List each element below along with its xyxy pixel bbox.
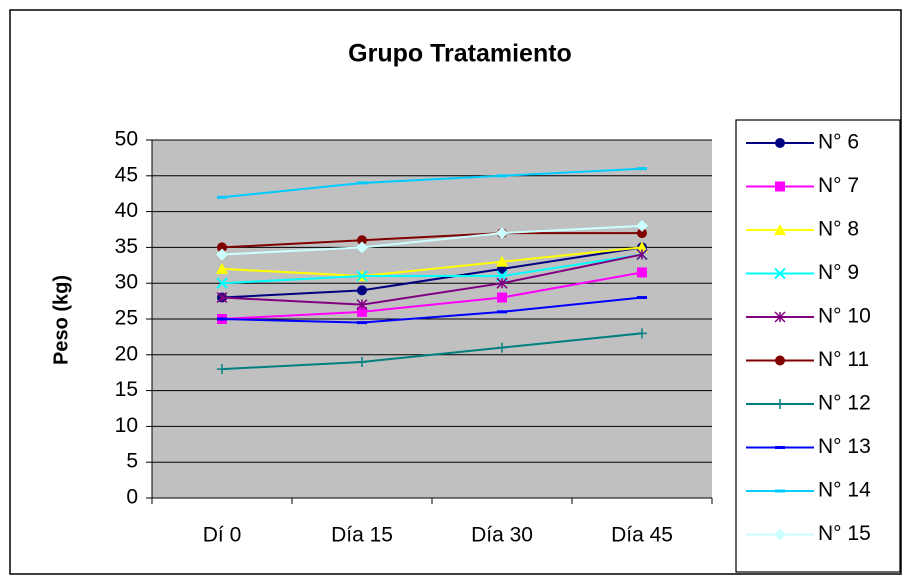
y-tick-label: 20 <box>115 342 138 365</box>
legend-label: N° 12 <box>818 392 871 415</box>
marker <box>216 277 228 289</box>
marker <box>216 248 228 261</box>
marker <box>217 242 227 253</box>
series-line <box>221 167 643 199</box>
marker <box>356 241 368 254</box>
marker <box>775 355 785 366</box>
series-line <box>221 232 642 249</box>
marker <box>497 310 507 314</box>
marker <box>497 292 507 303</box>
y-tick-label: 50 <box>115 128 138 151</box>
series-line <box>221 271 643 320</box>
y-tick-label: 25 <box>115 307 138 330</box>
marker <box>217 364 227 375</box>
marker <box>775 181 785 192</box>
y-tick-label: 30 <box>115 271 138 294</box>
marker <box>216 262 228 274</box>
marker <box>774 224 786 235</box>
legend-label: N° 15 <box>818 522 871 545</box>
y-tick-label: 10 <box>115 414 138 437</box>
legend-label: N° 11 <box>818 348 869 371</box>
marker <box>637 267 647 278</box>
marker <box>774 311 786 323</box>
y-tick-label: 0 <box>126 486 138 509</box>
x-tick-label: Día 30 <box>471 524 533 547</box>
x-tick-label: Dí 0 <box>203 524 242 547</box>
legend-label: N° 6 <box>818 131 859 154</box>
legend-label: N° 9 <box>818 261 859 284</box>
y-tick-label: 40 <box>115 199 138 222</box>
marker <box>775 399 785 409</box>
marker <box>356 270 368 282</box>
marker <box>774 267 786 280</box>
marker <box>497 342 507 353</box>
marker <box>636 219 648 232</box>
chart-title: Grupo Tratamiento <box>348 40 572 68</box>
marker <box>357 235 367 246</box>
series-line <box>221 246 643 278</box>
x-tick-label: Día 15 <box>331 524 393 547</box>
marker <box>775 489 785 493</box>
marker <box>357 356 367 367</box>
marker <box>357 285 367 296</box>
marker <box>637 296 647 300</box>
y-tick-label: 15 <box>115 378 138 401</box>
y-tick-label: 5 <box>126 450 138 473</box>
legend <box>735 119 901 573</box>
marker <box>636 249 648 261</box>
legend-label: N° 8 <box>818 218 859 241</box>
series-line <box>221 224 643 256</box>
marker <box>774 528 786 541</box>
marker <box>637 228 647 239</box>
marker <box>637 167 647 171</box>
marker <box>775 446 785 449</box>
marker <box>356 299 368 311</box>
marker <box>357 306 367 317</box>
marker <box>217 317 227 321</box>
marker <box>357 321 367 325</box>
marker <box>496 255 508 267</box>
marker <box>357 181 367 185</box>
series-line <box>221 246 643 299</box>
series-line <box>221 332 643 371</box>
legend-label: N° 14 <box>818 479 871 502</box>
marker <box>496 277 508 289</box>
marker <box>496 227 508 240</box>
y-tick-label: 35 <box>115 235 138 258</box>
x-tick-label: Día 45 <box>611 524 673 547</box>
series-line <box>221 296 643 324</box>
series-line <box>221 253 643 306</box>
legend-label: N° 10 <box>818 305 871 328</box>
legend-label: N° 7 <box>818 174 859 197</box>
marker <box>637 328 647 339</box>
series-line <box>221 253 643 285</box>
y-axis-label: Peso (kg) <box>50 275 72 365</box>
marker <box>497 174 507 178</box>
marker <box>216 291 228 304</box>
marker <box>636 241 648 253</box>
marker <box>217 195 227 199</box>
legend-label: N° 13 <box>818 435 871 458</box>
y-tick-label: 45 <box>115 163 138 186</box>
marker <box>775 138 785 148</box>
